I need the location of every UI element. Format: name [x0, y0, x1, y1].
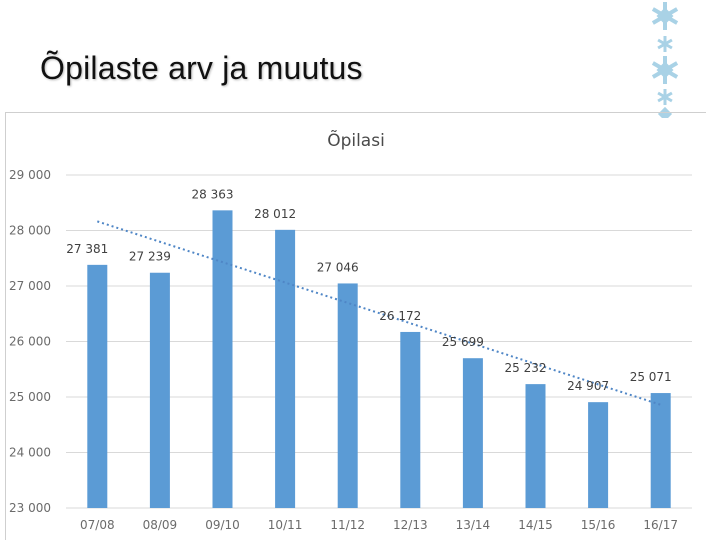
x-tick-label: 11/12: [330, 518, 365, 532]
snowflake-pattern-icon: [651, 2, 679, 118]
bar-12-13: [400, 331, 421, 508]
data-label: 28 012: [254, 207, 296, 221]
data-label: 25 071: [630, 370, 672, 384]
bar-13-14: [462, 358, 483, 508]
y-tick-label: 23 000: [9, 501, 51, 515]
chart-frame: Õpilasi 23 000 24 000 25 000 26 000 27 000 28…: [5, 112, 706, 540]
x-tick-label: 10/11: [268, 518, 303, 532]
trendline: [96, 220, 662, 406]
bar-10-11: [275, 229, 296, 509]
bar-15-16: [588, 402, 609, 508]
y-tick-label: 28 000: [9, 224, 51, 238]
x-tick-label: 15/16: [581, 518, 616, 532]
bar-16-17: [650, 393, 671, 508]
bar-chart: Õpilasi 23 000 24 000 25 000 26 000 27 000 28…: [9, 129, 692, 532]
data-label: 28 363: [192, 187, 234, 201]
x-tick-label: 07/08: [80, 518, 115, 532]
slide-title: Õpilaste arv ja muutus: [40, 50, 363, 86]
data-label: 24 907: [567, 379, 609, 393]
y-tick-label: 27 000: [9, 279, 51, 293]
data-label: 25 699: [442, 335, 484, 349]
y-tick-label: 26 000: [9, 335, 51, 349]
bar-08-09: [149, 272, 170, 508]
data-label: 27 046: [317, 260, 359, 274]
y-tick-label: 29 000: [9, 168, 51, 182]
x-tick-label: 09/10: [205, 518, 240, 532]
data-label: 25 232: [505, 361, 547, 375]
y-tick-label: 24 000: [9, 446, 51, 460]
bar-09-10: [212, 210, 233, 508]
y-tick-label: 25 000: [9, 390, 51, 404]
chart-title: Õpilasi: [327, 129, 385, 151]
x-tick-label: 13/14: [456, 518, 491, 532]
bar-11-12: [337, 283, 358, 508]
data-label: 27 239: [129, 250, 171, 264]
bar-07-08: [87, 264, 108, 508]
data-label: 27 381: [66, 242, 108, 256]
x-tick-label: 14/15: [518, 518, 553, 532]
bar-14-15: [525, 384, 546, 508]
x-tick-label: 12/13: [393, 518, 428, 532]
x-tick-label: 08/09: [143, 518, 178, 532]
x-tick-label: 16/17: [643, 518, 678, 532]
data-label: 26 172: [379, 309, 421, 323]
